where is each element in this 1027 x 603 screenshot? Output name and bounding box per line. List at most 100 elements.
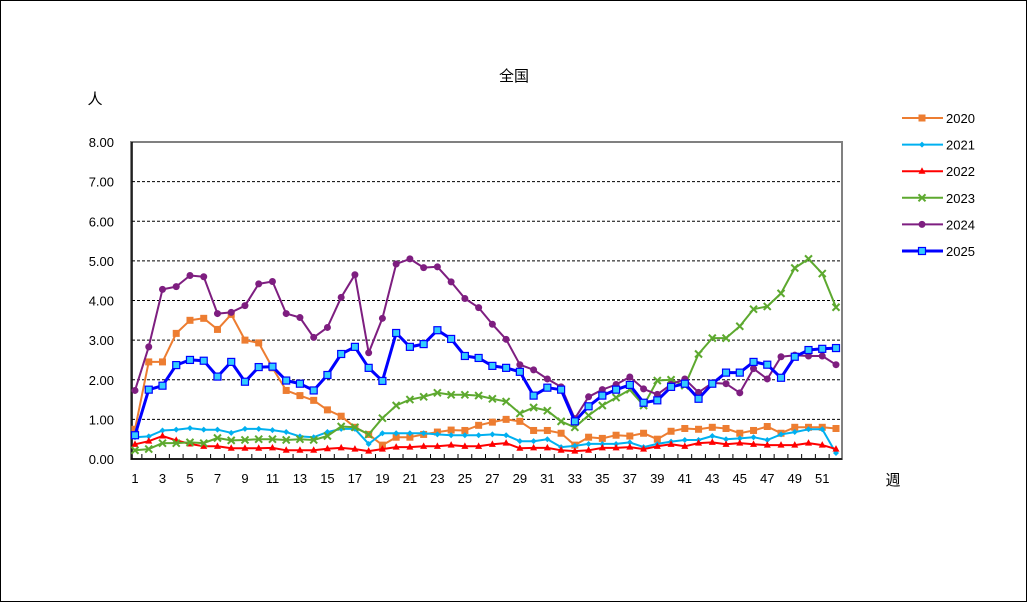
triangle-marker-icon [227,444,235,451]
diamond-marker-icon [516,438,523,445]
circle-marker-icon [282,310,290,318]
square-marker-icon [296,392,304,400]
open-square-marker-icon [419,339,428,349]
x-marker-icon [364,430,373,439]
x-marker-icon [735,322,744,331]
legend-item-2023: 2023 [902,191,975,206]
y-axis-ticks: 0.00 1.00 2.00 3.00 4.00 5.00 6.00 7.00 8.00 [89,135,114,467]
triangle-marker-icon [447,441,455,448]
open-square-marker-icon [708,379,717,388]
triangle-marker-icon [337,443,345,451]
open-square-marker-icon [488,361,497,370]
diamond-marker-icon [241,425,248,432]
triangle-marker-icon [530,443,538,451]
circle-marker-icon [145,343,153,351]
diamond-marker-icon [750,434,757,441]
triangle-marker-icon [158,432,166,439]
square-marker-icon [131,425,139,433]
triangle-marker-icon [736,439,744,446]
triangle-marker-icon [406,443,414,450]
x-tick-label: 5 [186,471,193,486]
x-marker-icon [694,349,703,359]
x-marker-icon [790,263,799,273]
square-marker-icon [241,336,249,344]
open-square-marker-icon [776,373,786,382]
x-marker-icon [598,401,607,410]
diamond-marker-icon [159,427,166,434]
diamond-marker-icon [736,435,743,442]
y-axis-unit-label: 人 [87,90,102,108]
square-marker-icon [447,426,455,434]
triangle-marker-icon [805,439,813,446]
diamond-marker-icon [585,440,592,447]
x-tick-label: 43 [705,471,719,486]
open-square-marker-icon [680,379,689,388]
x-marker-icon [529,403,538,412]
series-line [134,257,837,420]
legend-item-2020: 2020 [902,111,975,126]
square-marker-icon [516,417,524,425]
circle-marker-icon [158,285,166,293]
open-square-marker-icon [790,352,799,361]
circle-marker-icon [805,352,813,360]
triangle-marker-icon [502,439,510,446]
x-marker-icon [708,333,717,343]
square-marker-icon [323,406,331,414]
triangle-marker-icon [516,444,524,451]
x-marker-icon [831,303,841,312]
legend-label: 2021 [946,138,975,153]
square-marker-icon [585,433,593,441]
square-marker-icon [612,431,620,439]
x-marker-icon [804,254,813,264]
x-tick-label: 37 [623,471,637,486]
triangle-marker-icon [557,446,565,453]
square-marker-icon [791,423,799,431]
triangle-marker-icon [255,444,263,451]
square-marker-icon [918,114,926,122]
series-2022 [131,432,840,454]
circle-marker-icon [585,393,593,401]
x-marker-icon [336,422,346,431]
open-square-marker-icon [172,360,181,370]
open-square-marker-icon [378,376,387,386]
circle-marker-icon [351,271,359,279]
y-tick-label: 7.00 [89,175,114,190]
triangle-marker-icon [832,445,840,452]
x-marker-icon [611,393,621,402]
diamond-marker-icon [489,431,496,438]
x-marker-icon [144,444,153,454]
square-marker-icon [255,339,263,347]
open-square-marker-icon [282,376,291,385]
square-marker-icon [461,426,469,434]
x-marker-icon [556,417,566,426]
open-square-marker-icon [433,326,442,335]
diamond-marker-icon [406,430,413,437]
y-tick-label: 1.00 [89,412,114,427]
diamond-marker-icon [420,430,427,437]
square-marker-icon [750,426,758,434]
diamond-marker-icon [283,429,290,436]
square-marker-icon [543,426,551,434]
square-marker-icon [598,434,606,442]
circle-marker-icon [392,260,400,268]
circle-marker-icon [310,333,318,341]
diamond-marker-icon [919,141,925,148]
square-marker-icon [488,418,496,426]
circle-marker-icon [818,352,826,360]
circle-marker-icon [475,304,483,312]
triangle-marker-icon [598,443,606,451]
x-marker-icon [185,438,195,447]
open-square-marker-icon [392,328,401,338]
legend-label: 2024 [946,217,975,232]
open-square-marker-icon [405,342,415,351]
triangle-marker-icon [365,447,373,454]
x-marker-icon [158,438,167,448]
square-marker-icon [475,421,483,429]
diamond-marker-icon [819,426,826,433]
open-square-marker-icon [227,357,236,367]
open-square-marker-icon [694,394,703,403]
triangle-marker-icon [200,442,208,449]
open-square-marker-icon [323,370,332,380]
